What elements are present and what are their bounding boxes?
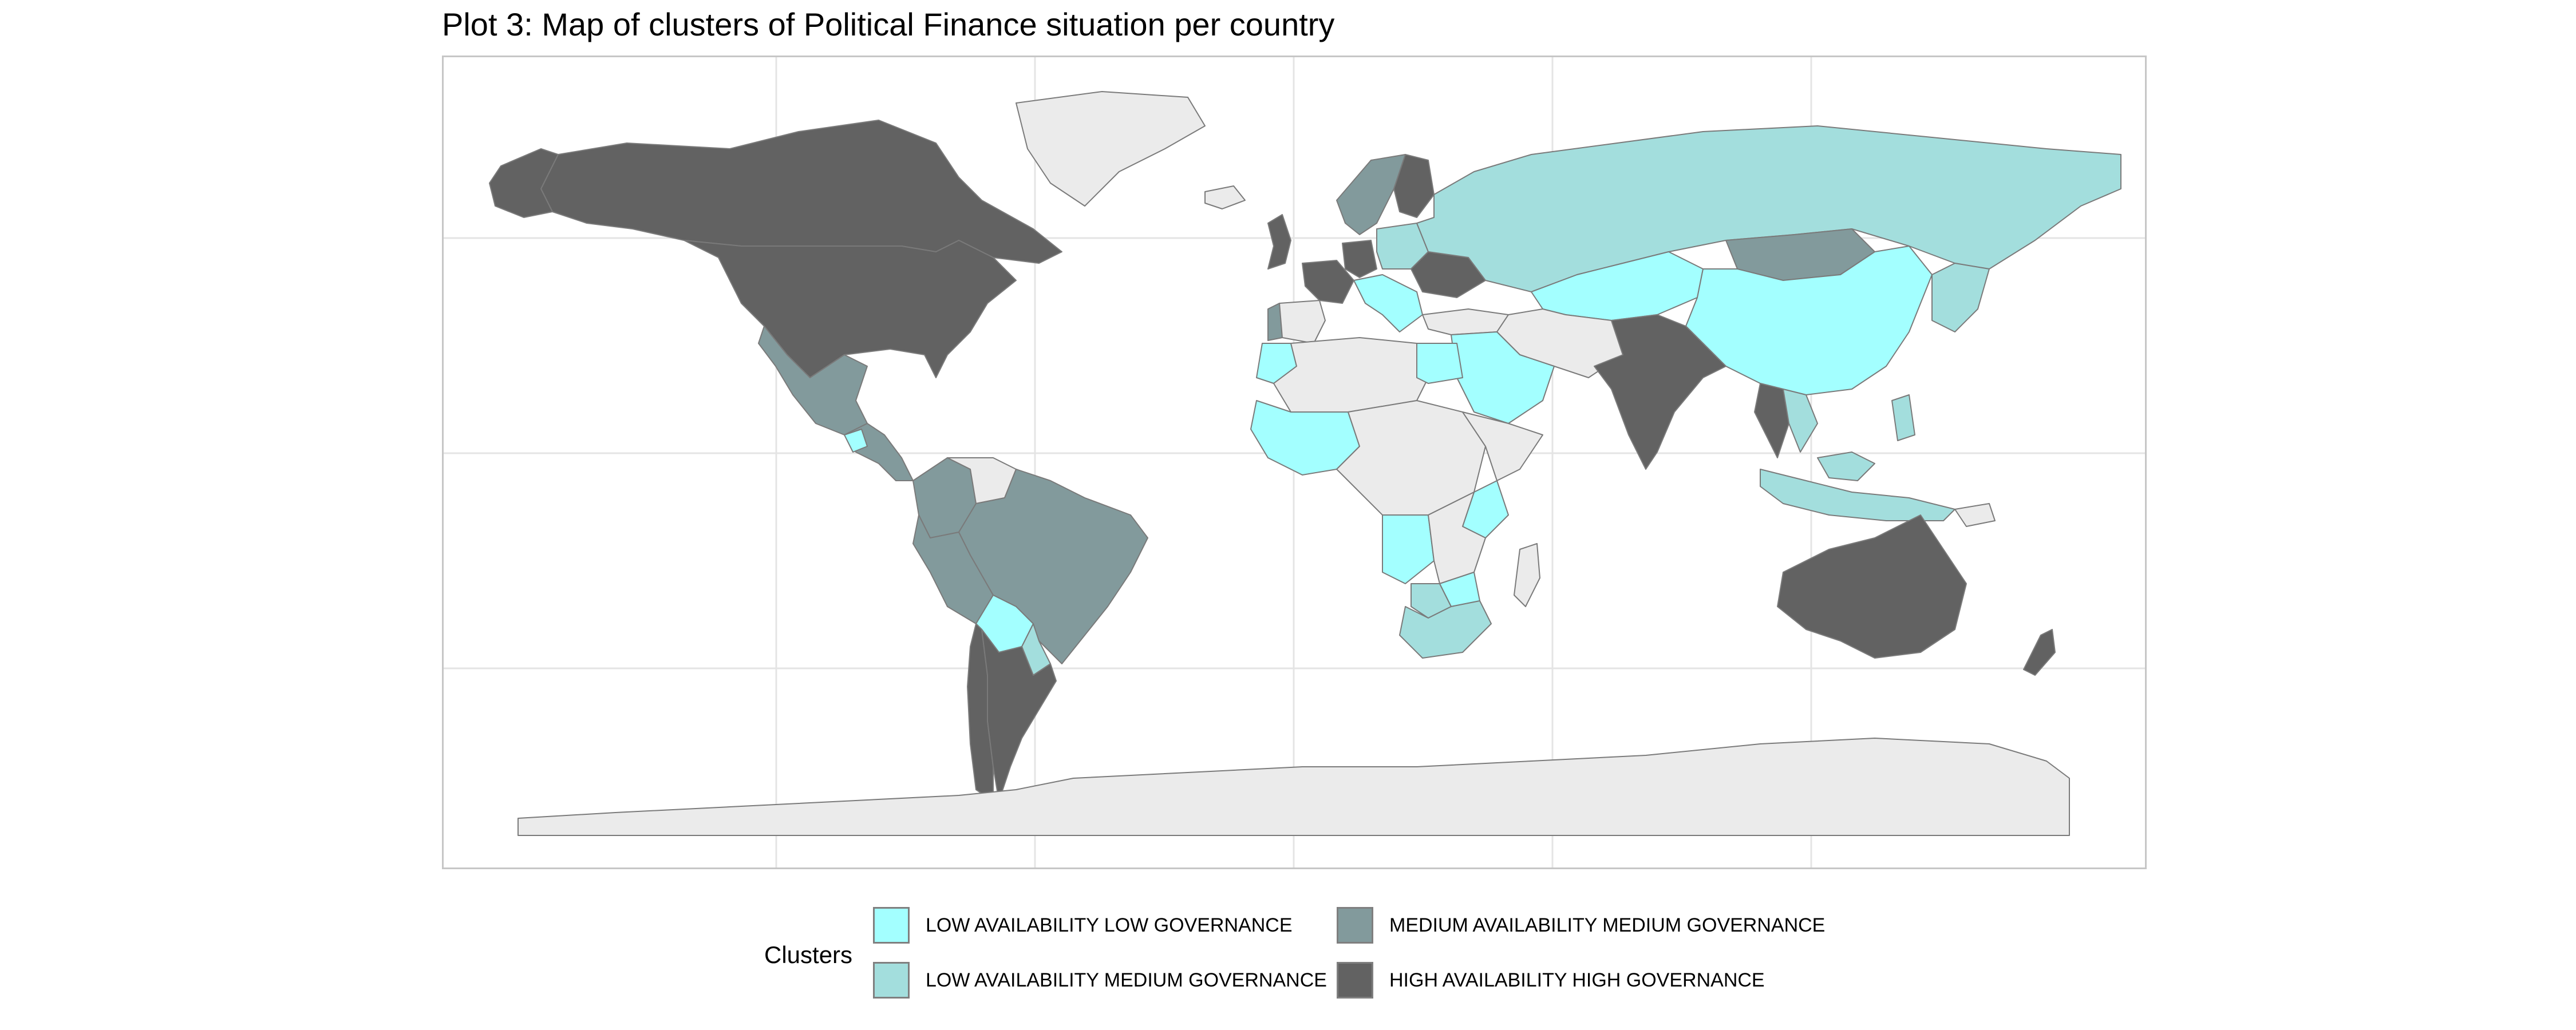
country-spain xyxy=(1279,300,1326,344)
legend-key-high-high xyxy=(1337,962,1373,999)
legend-label-low-low: LOW AVAILABILITY LOW GOVERNANCE xyxy=(926,914,1293,936)
country-korea-japan xyxy=(1931,263,1990,332)
country-north-africa xyxy=(1273,337,1435,413)
country-norway-sweden xyxy=(1336,154,1406,235)
country-horn-of-africa xyxy=(1462,411,1543,481)
country-saudi-arabia xyxy=(1451,331,1555,424)
world-map xyxy=(444,57,2145,867)
country-united-kingdom xyxy=(1267,214,1291,270)
country-france xyxy=(1302,260,1354,304)
country-germany xyxy=(1342,240,1377,278)
country-angola xyxy=(1382,514,1435,584)
country-australia xyxy=(1777,514,1967,659)
legend-key-low-medium xyxy=(873,962,910,999)
country-indochina xyxy=(1783,389,1818,453)
legend-label-high-high: HIGH AVAILABILITY HIGH GOVERNANCE xyxy=(1389,969,1765,991)
country-united-states xyxy=(683,240,1017,378)
country-brazil xyxy=(958,469,1148,664)
country-new-zealand xyxy=(2023,629,2056,676)
legend-title: Clusters xyxy=(764,941,853,968)
map-title: Plot 3: Map of clusters of Political Fin… xyxy=(442,6,1335,42)
legend-label-low-medium: LOW AVAILABILITY MEDIUM GOVERNANCE xyxy=(926,969,1327,991)
country-argentina xyxy=(981,629,1057,802)
country-iceland xyxy=(1204,185,1246,209)
country-indonesia xyxy=(1760,469,1955,521)
country-south-africa xyxy=(1399,600,1492,659)
country-southern-africa-mid xyxy=(1428,492,1486,584)
country-antarctica xyxy=(517,738,2070,836)
country-india xyxy=(1594,314,1726,470)
country-philippines xyxy=(1891,394,1915,441)
country-madagascar xyxy=(1514,543,1540,607)
country-turkey xyxy=(1422,308,1509,335)
legend-key-medium-medium xyxy=(1337,907,1373,944)
country-canada xyxy=(540,120,1062,264)
country-russia xyxy=(1416,125,2121,292)
country-finland xyxy=(1393,154,1435,218)
legend-key-low-low xyxy=(873,907,910,944)
country-italy-balkans xyxy=(1353,274,1423,332)
country-guatemala xyxy=(844,429,868,453)
country-papua-new-guinea xyxy=(1954,503,1996,527)
country-alaska xyxy=(489,148,559,218)
country-egypt xyxy=(1416,343,1463,384)
map-panel xyxy=(442,56,2147,869)
country-greenland xyxy=(1016,91,1206,207)
country-malaysia xyxy=(1817,451,1875,481)
legend-label-medium-medium: MEDIUM AVAILABILITY MEDIUM GOVERNANCE xyxy=(1389,914,1826,936)
map-legend: Clusters LOW AVAILABILITY LOW GOVERNANCE… xyxy=(764,907,1852,1016)
